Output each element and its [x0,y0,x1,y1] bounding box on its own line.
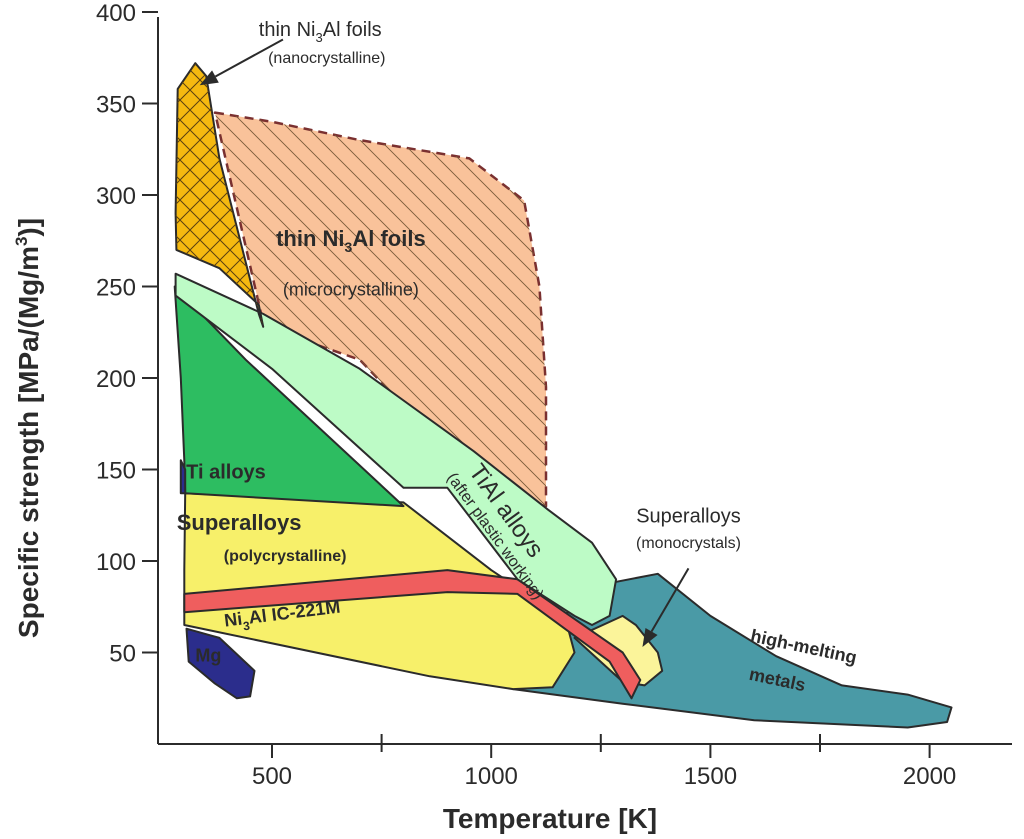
label-6: Mg [195,646,221,666]
y-tick-label-250: 250 [96,275,136,302]
region-tial-alloys-after-plastic-working [174,272,618,626]
region-fill-small-dark-sliver [179,459,187,495]
label-1: (microcrystalline) [283,280,419,300]
label-14: (nanocrystalline) [268,50,385,67]
label-10: (monocrystals) [636,535,741,552]
label-9: Superalloys [636,506,741,528]
x-tick-label-1000: 1000 [465,763,518,790]
region-hatch-thin-ni3al-foils-nanocrystalline [175,63,264,327]
y-ticks: 50 100 150 200 250 300 350 400 [96,0,158,668]
y-axis-title-main: Specific strength [MPa/(Mg/m [13,246,44,638]
x-tick-label-2000: 2000 [903,763,956,790]
y-axis-title: Specific strength [MPa/(Mg/m3)] [12,218,44,638]
region-fill-ni3al-ic-221m [183,569,642,700]
label-0: thin Ni3Al foils [276,226,426,255]
arrow-1 [642,567,690,648]
region-ni3al-ic-221m [183,569,642,700]
arrows [199,38,690,648]
y-tick-label-350: 350 [96,92,136,119]
y-tick-label-400: 400 [96,0,136,27]
y-axis-title-sup: 3 [12,237,31,246]
region-small-dark-sliver [179,459,187,495]
region-fill-tial-alloys-after-plastic-working [174,272,618,626]
label-4: (polycrystalline) [224,548,347,565]
region-mg [185,627,256,700]
x-axis-title: Temperature [K] [443,803,657,834]
label-2: Ti alloys [186,462,266,484]
region-fill-mg [185,627,256,700]
y-tick-label-50: 50 [109,641,136,668]
y-axis-title-end: )] [13,218,44,237]
y-tick-label-100: 100 [96,549,136,576]
y-tick-label-200: 200 [96,366,136,393]
arrow-0 [199,38,284,86]
regions [173,62,953,729]
x-tick-label-500: 500 [252,763,292,790]
region-thin-ni3al-foils-microcrystalline [213,111,548,508]
axes [157,17,1012,745]
label-3: Superalloys [177,510,302,535]
x-tick-label-1500: 1500 [684,763,737,790]
region-thin-ni3al-foils-nanocrystalline [174,62,265,328]
x-ticks: 500 1000 1500 2000 [252,734,956,790]
label-13: thin Ni3Al foils [259,19,382,45]
region-hatch-thin-ni3al-foils-microcrystalline [215,112,546,507]
y-tick-label-300: 300 [96,183,136,210]
y-tick-label-150: 150 [96,458,136,485]
